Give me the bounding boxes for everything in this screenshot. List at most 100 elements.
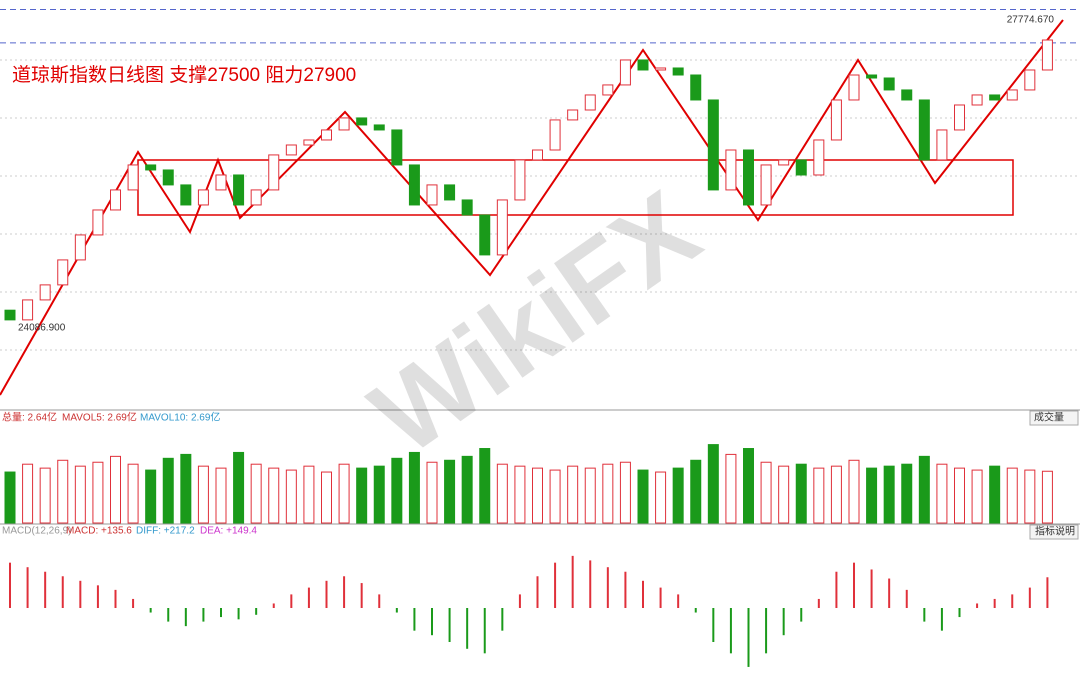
low-label: 24086.900 [18, 323, 66, 334]
volume-bar [619, 461, 631, 524]
selector-label[interactable]: 成交量 [1034, 411, 1064, 424]
candle [971, 94, 983, 106]
candle [866, 74, 878, 79]
volume-bar [584, 467, 596, 524]
volume-bar [233, 451, 245, 524]
volume-bar [461, 455, 473, 524]
help-button[interactable] [1029, 524, 1079, 540]
selector[interactable] [1029, 410, 1079, 426]
candle [813, 139, 825, 176]
candle [954, 104, 965, 131]
high-label: 27774.670 [1007, 15, 1055, 26]
volume-bar [215, 467, 227, 524]
candle [391, 129, 403, 166]
volume-bar [1006, 467, 1018, 524]
candle [1006, 89, 1018, 101]
candle [268, 154, 280, 191]
volume-bar [936, 463, 948, 524]
volume-bar [549, 469, 561, 524]
candle [321, 129, 332, 141]
volume-bar [866, 467, 878, 524]
candle [584, 94, 596, 111]
volume-title: 总量: 2.64亿 [2, 411, 57, 424]
dea-value: DEA: +149.4 [200, 526, 257, 537]
candle [883, 77, 895, 91]
candle [145, 164, 157, 171]
candle [408, 164, 420, 206]
candle [760, 164, 772, 206]
candle [303, 139, 315, 146]
volume-bar [690, 459, 702, 524]
volume-bar [180, 453, 192, 524]
candle [619, 59, 631, 86]
volume-bar [22, 463, 34, 524]
volume-bar [918, 455, 930, 524]
candle [901, 89, 913, 101]
candle [690, 74, 702, 101]
candle [743, 149, 754, 206]
candle [1041, 39, 1053, 71]
candle [215, 174, 227, 191]
volume-bar [883, 465, 895, 524]
volume-bar [338, 463, 350, 524]
candle [637, 59, 649, 71]
candle [74, 234, 86, 261]
candle [285, 144, 297, 156]
candle [444, 184, 456, 201]
candle [461, 199, 473, 216]
chart-title: 道琼斯指数日线图 支撑27500 阻力27900 [12, 64, 356, 86]
volume-bar [145, 469, 157, 524]
candle [426, 184, 438, 206]
volume-bar [250, 463, 262, 524]
candle [22, 299, 34, 321]
volume-bar [127, 463, 139, 524]
macd-value: MACD: +135.6 [66, 526, 132, 537]
candle [989, 94, 1001, 101]
candle [180, 184, 192, 206]
candle [602, 84, 614, 96]
volume-bar [795, 463, 807, 524]
volume-bar [57, 459, 69, 524]
volume-bar [707, 444, 719, 524]
volume-bar [760, 461, 772, 524]
volume-bar [303, 465, 315, 524]
candle [162, 169, 174, 186]
volume-bar [444, 459, 456, 524]
mavol10: MAVOL10: 2.69亿 [140, 411, 220, 424]
candle [778, 159, 790, 166]
volume-bar [954, 467, 965, 524]
volume-bar [514, 465, 526, 524]
candle [338, 117, 350, 131]
volume-bar [162, 457, 174, 524]
candle [373, 124, 385, 131]
volume-bar [672, 467, 684, 524]
volume-bar [532, 467, 543, 524]
volume-bar [92, 461, 104, 524]
volume-bar [373, 465, 385, 524]
volume-bar [496, 463, 508, 524]
candle [110, 189, 121, 211]
diff-value: DIFF: +217.2 [136, 526, 195, 537]
volume-bar [830, 465, 842, 524]
candle [127, 164, 139, 191]
volume-bar [778, 465, 790, 524]
candle [725, 149, 737, 191]
volume-bar [321, 471, 332, 524]
candle [567, 109, 579, 121]
candle [672, 67, 684, 76]
mavol5: MAVOL5: 2.69亿 [62, 411, 137, 424]
volume-bar [4, 471, 16, 524]
volume-bar [1024, 469, 1036, 524]
candle [848, 74, 860, 101]
volume-bar [285, 469, 297, 524]
candle [514, 159, 526, 201]
help-label[interactable]: 指标说明 [1035, 525, 1075, 538]
candle [233, 174, 245, 206]
volume-bar [567, 465, 579, 524]
volume-bar [655, 471, 667, 524]
candle [4, 309, 16, 321]
candle [92, 209, 104, 236]
volume-bar [110, 455, 121, 524]
